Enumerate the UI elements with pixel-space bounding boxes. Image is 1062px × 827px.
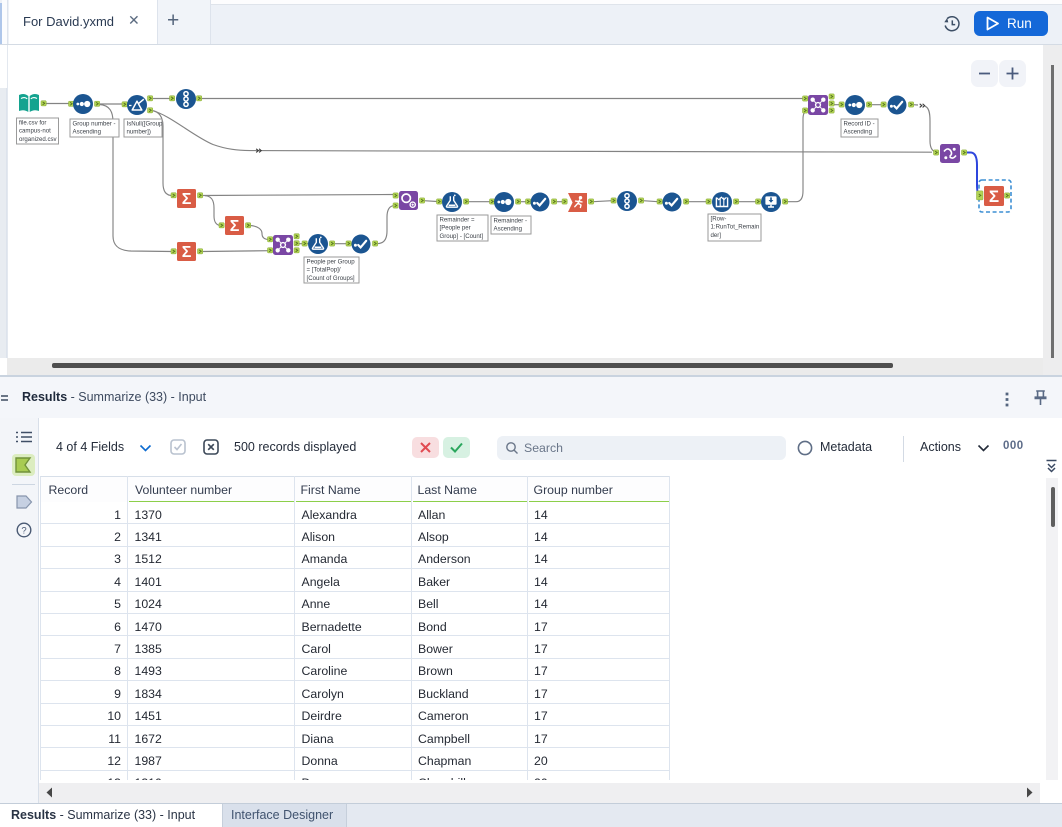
svg-text:Σ: Σ <box>989 187 999 206</box>
svg-text:Σ: Σ <box>182 191 192 208</box>
svg-text:[Row-: [Row- <box>711 215 727 222</box>
svg-text:= [TotalPop]/: = [TotalPop]/ <box>307 267 341 274</box>
svg-text:number]): number]) <box>127 129 151 136</box>
svg-text:Σ: Σ <box>230 218 240 235</box>
svg-text:[People per: [People per <box>440 225 471 232</box>
svg-text:file.csv for: file.csv for <box>19 119 46 126</box>
svg-text:Σ: Σ <box>182 244 192 261</box>
svg-text:Ascending: Ascending <box>73 129 101 136</box>
svg-text:IsNull([Group: IsNull([Group <box>127 120 164 127</box>
svg-text:Ascending: Ascending <box>844 129 872 136</box>
svg-text:Record ID -: Record ID - <box>844 120 875 127</box>
svg-text:der]: der] <box>711 232 722 239</box>
svg-text:?: ? <box>21 525 26 536</box>
svg-text:[Count of Groups]: [Count of Groups] <box>307 275 355 282</box>
svg-text:1:RunTot_Remain: 1:RunTot_Remain <box>711 224 760 231</box>
svg-text:Group] - [Count]: Group] - [Count] <box>440 233 484 240</box>
svg-text:campus-not: campus-not <box>19 128 51 135</box>
svg-text:Group number -: Group number - <box>73 120 116 127</box>
svg-text:Remainder =: Remainder = <box>440 216 475 223</box>
svg-text:Ascending: Ascending <box>494 226 522 233</box>
svg-text:organized.csv: organized.csv <box>19 136 58 143</box>
svg-text:Remainder -: Remainder - <box>494 217 528 224</box>
svg-text:People per Group: People per Group <box>307 258 356 265</box>
